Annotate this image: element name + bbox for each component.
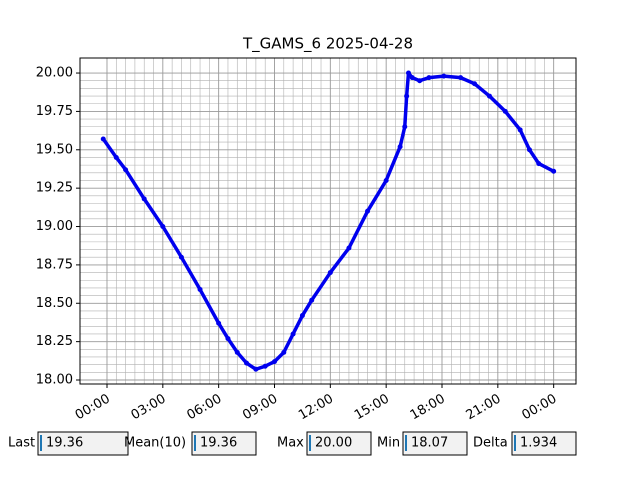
widget-label: Delta <box>473 436 508 451</box>
point <box>346 245 352 251</box>
point <box>551 168 557 174</box>
text-box[interactable] <box>37 431 129 456</box>
x-tick-label: 06:00 <box>184 392 224 424</box>
point <box>178 254 184 260</box>
point <box>216 320 222 326</box>
text-box[interactable] <box>306 431 372 456</box>
widget-value: 19.36 <box>200 436 237 451</box>
point <box>160 224 166 230</box>
point <box>472 81 478 87</box>
widget-value: 1.934 <box>520 436 557 451</box>
point <box>244 360 250 366</box>
point <box>197 286 203 292</box>
point <box>271 359 277 365</box>
text-box[interactable] <box>191 431 257 456</box>
text-box[interactable] <box>511 431 577 456</box>
widget-value: 20.00 <box>315 436 352 451</box>
point <box>225 336 231 342</box>
text-box[interactable] <box>402 431 468 456</box>
point <box>458 75 464 81</box>
y-tick-label: 18.50 <box>36 296 73 311</box>
point <box>327 270 333 276</box>
point <box>299 313 305 319</box>
point <box>113 154 119 160</box>
point <box>383 177 389 183</box>
point <box>281 349 287 355</box>
point <box>365 208 371 214</box>
x-tick-label: 00:00 <box>519 392 559 424</box>
point <box>397 144 403 150</box>
widget-label: Mean(10) <box>124 436 186 451</box>
point <box>290 331 296 337</box>
widget-value: 19.36 <box>46 436 83 451</box>
widget-value: 18.07 <box>411 436 448 451</box>
point <box>517 127 523 133</box>
point <box>234 349 240 355</box>
y-tick-label: 19.00 <box>36 219 73 234</box>
x-tick-label: 18:00 <box>408 392 448 424</box>
x-tick-label: 03:00 <box>129 392 169 424</box>
point <box>526 147 532 153</box>
point <box>441 73 447 79</box>
y-tick-label: 19.75 <box>36 104 73 119</box>
point <box>417 78 423 84</box>
x-tick-label: 15:00 <box>352 392 392 424</box>
x-tick-label: 00:00 <box>73 392 113 424</box>
point <box>502 108 508 114</box>
widget-label: Max <box>277 436 304 451</box>
y-tick-label: 19.50 <box>36 142 73 157</box>
y-tick-label: 18.75 <box>36 257 73 272</box>
x-tick-label: 12:00 <box>296 392 336 424</box>
x-tick-label: 21:00 <box>464 392 504 424</box>
point <box>262 363 268 369</box>
point <box>409 75 415 81</box>
point <box>309 297 315 303</box>
widget-label: Min <box>377 436 400 451</box>
widget-label: Last <box>8 436 35 451</box>
y-tick-label: 18.25 <box>36 334 73 349</box>
point <box>253 366 259 372</box>
point <box>405 70 411 76</box>
point <box>123 167 129 173</box>
point <box>486 93 492 99</box>
point <box>426 75 432 81</box>
series-line <box>101 71 555 372</box>
y-tick-label: 20.00 <box>36 66 73 81</box>
chart-title: T_GAMS_6 2025-04-28 <box>242 35 413 54</box>
x-tick-label: 09:00 <box>240 392 280 424</box>
point <box>404 93 410 99</box>
point <box>141 196 147 202</box>
point <box>402 124 408 130</box>
plot-frame <box>79 57 577 385</box>
y-tick-label: 19.25 <box>36 181 73 196</box>
point <box>100 136 106 142</box>
y-tick-label: 18.00 <box>36 373 73 388</box>
point <box>536 161 542 167</box>
